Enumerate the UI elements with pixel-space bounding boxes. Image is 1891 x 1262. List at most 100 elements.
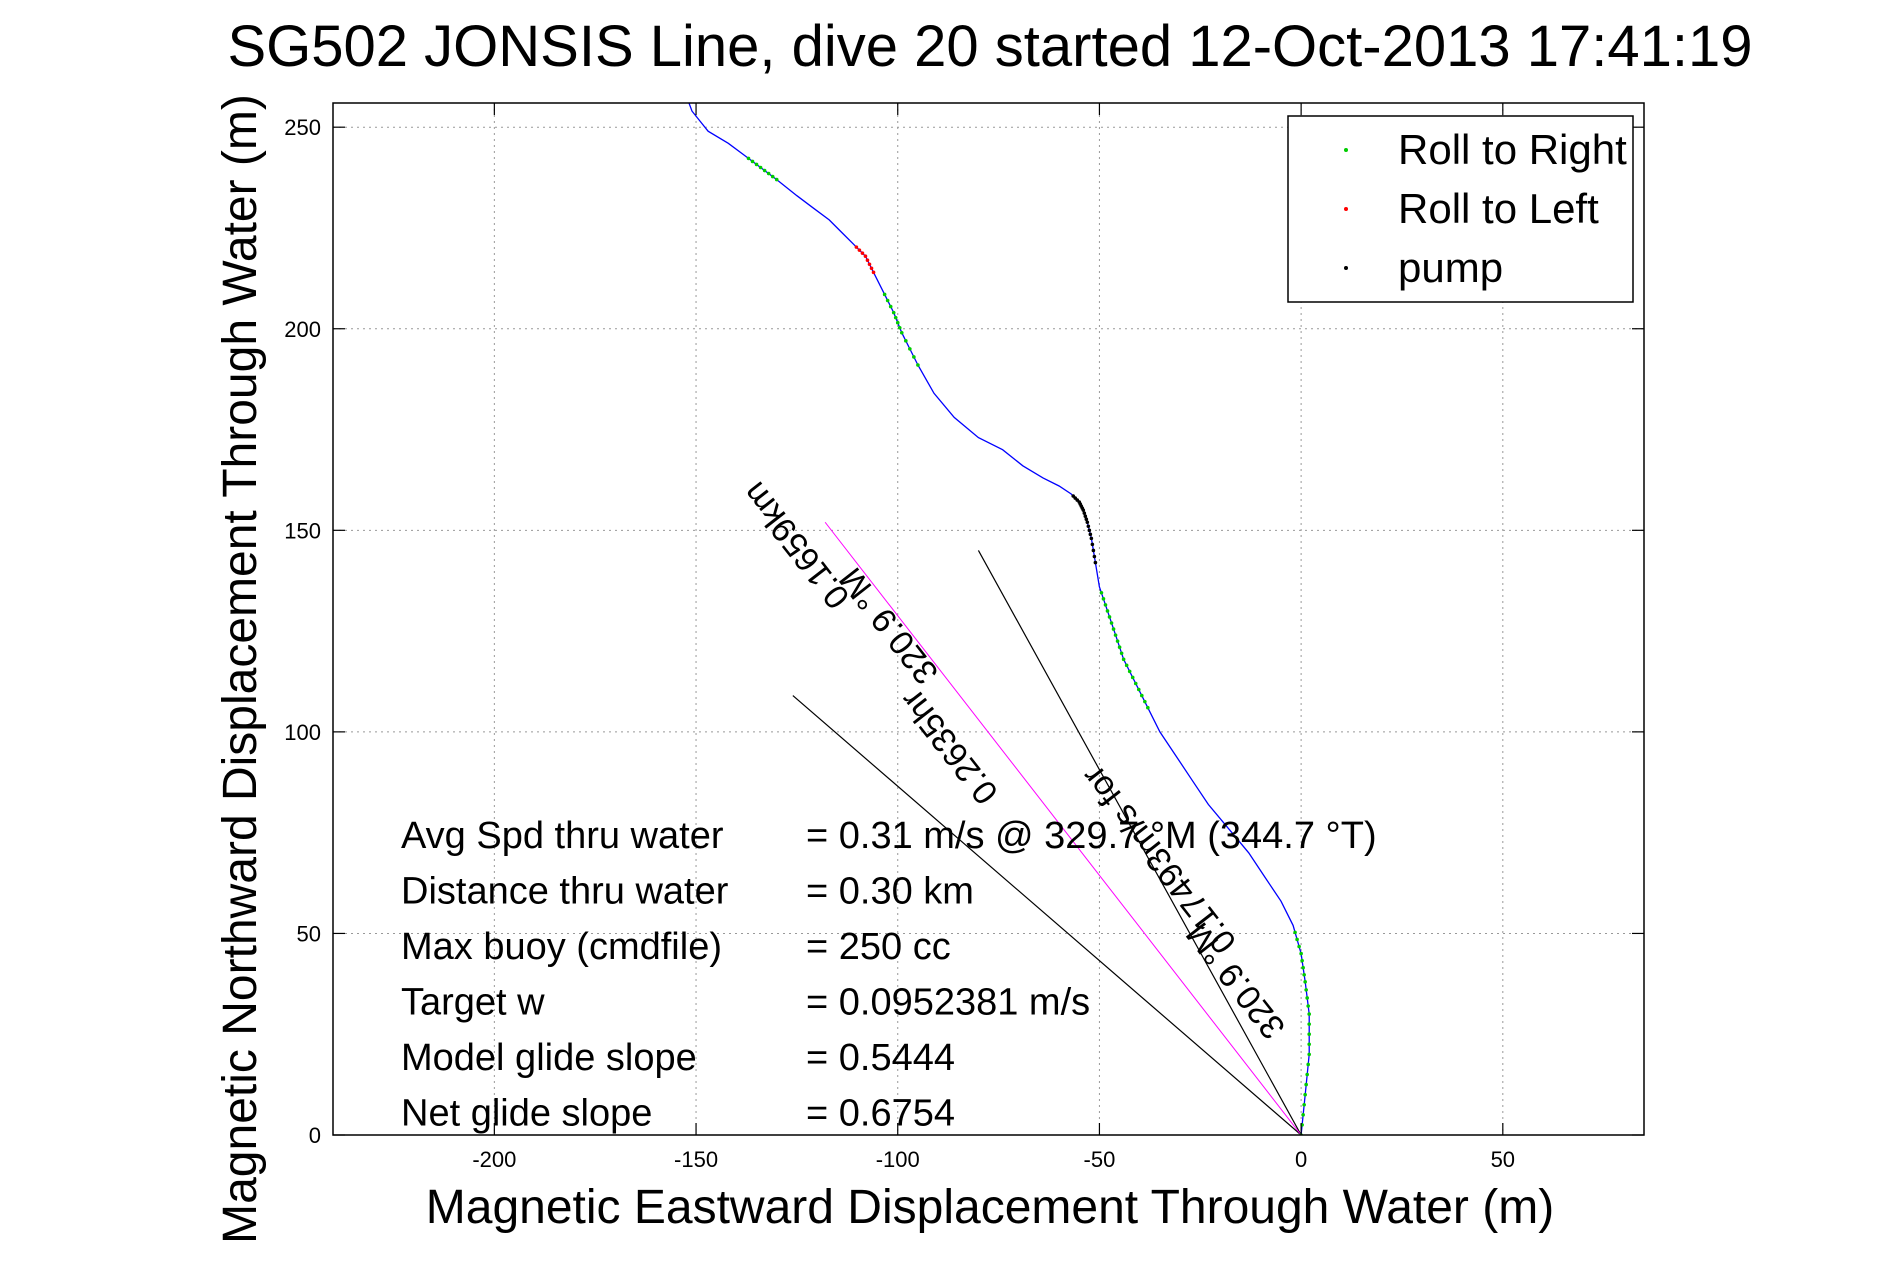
roll-right-marker xyxy=(746,156,751,161)
roll-right-marker xyxy=(1302,1102,1306,1107)
legend-marker xyxy=(1344,266,1348,270)
net-line-group xyxy=(824,521,1302,1135)
stat-label: Target w xyxy=(401,982,545,1024)
roll-right-marker xyxy=(1115,639,1120,643)
x-tick-label: 50 xyxy=(1491,1147,1515,1172)
y-tick-label: 150 xyxy=(284,518,321,543)
roll-right-marker xyxy=(1302,972,1306,977)
roll-right-marker xyxy=(888,304,893,309)
roll-right-marker xyxy=(1101,597,1106,601)
roll-right-marker xyxy=(912,355,916,359)
roll-right-marker xyxy=(1305,996,1309,1000)
pump-marker xyxy=(1083,514,1088,519)
legend-label: Roll to Right xyxy=(1398,126,1627,173)
x-tick-label: -150 xyxy=(674,1147,718,1172)
pump-marker xyxy=(1082,511,1087,515)
roll-right-marker xyxy=(754,162,759,167)
y-tick-label: 100 xyxy=(284,720,321,745)
pump-marker xyxy=(1071,494,1076,498)
stat-value: = 0.0952381 m/s xyxy=(806,982,1090,1024)
ticks-group: -200 -150 -100 -50 0 50 0 50 100 150 200 250 xyxy=(284,103,1644,1172)
roll-right-marker xyxy=(1121,657,1126,662)
roll-left-marker xyxy=(854,245,859,249)
stat-value: = 0.30 km xyxy=(806,871,974,913)
roll-right-marker xyxy=(1127,669,1132,674)
pump-marker xyxy=(1085,520,1090,525)
stat-value: = 250 cc xyxy=(806,926,951,968)
roll-left-marker xyxy=(871,270,876,275)
roll-right-marker xyxy=(774,177,779,182)
roll-right-marker xyxy=(891,310,896,315)
pump-marker xyxy=(1088,532,1093,537)
roll-right-marker xyxy=(1297,944,1301,949)
y-tick-label: 200 xyxy=(284,317,321,342)
roll-right-marker xyxy=(1111,627,1116,631)
legend-label: pump xyxy=(1398,244,1503,291)
roll-right-marker xyxy=(1107,615,1112,619)
roll-right-marker xyxy=(1099,590,1104,595)
stat-value: = 0.6754 xyxy=(806,1093,955,1135)
roll-right-marker xyxy=(1304,988,1308,992)
roll-right-marker xyxy=(758,165,763,170)
roll-left-marker xyxy=(863,254,868,258)
x-tick-label: -50 xyxy=(1084,1147,1116,1172)
pump-marker xyxy=(1086,524,1091,529)
roll-right-marker xyxy=(1146,705,1150,710)
net-displacement-line xyxy=(824,521,1302,1135)
legend-label: Roll to Left xyxy=(1398,185,1599,232)
x-axis-title: Magnetic Eastward Displacement Through W… xyxy=(426,1181,1554,1234)
roll-right-marker xyxy=(1306,1062,1310,1067)
pump-marker xyxy=(1092,554,1097,559)
stat-label: Net glide slope xyxy=(401,1093,652,1135)
roll-right-marker xyxy=(882,292,887,297)
roll-right-marker xyxy=(770,174,775,179)
stat-value: = 0.5444 xyxy=(806,1037,955,1079)
roll-right-marker xyxy=(1303,980,1307,984)
x-tick-label: -200 xyxy=(472,1147,516,1172)
roll-right-marker xyxy=(916,363,920,367)
pump-marker xyxy=(1091,548,1096,553)
roll-right-marker xyxy=(762,168,767,173)
roll-right-marker xyxy=(1303,1092,1307,1097)
y-tick-label: 250 xyxy=(284,115,321,140)
stat-label: Distance thru water xyxy=(401,871,729,913)
roll-right-marker xyxy=(895,320,900,325)
roll-right-marker xyxy=(899,330,904,335)
roll-right-marker xyxy=(1307,1032,1311,1037)
pump-marker xyxy=(1084,517,1089,522)
roll-right-marker xyxy=(1299,951,1303,956)
chart-title: SG502 JONSIS Line, dive 20 started 12-Oc… xyxy=(227,14,1752,79)
legend-marker xyxy=(1344,207,1348,211)
roll-right-marker xyxy=(897,325,902,330)
roll-right-marker xyxy=(1109,621,1114,625)
roll-right-marker xyxy=(908,347,912,351)
roll-right-marker xyxy=(1124,663,1129,668)
roll-right-marker xyxy=(1305,1072,1309,1077)
roll-right-marker xyxy=(766,171,771,176)
roll-right-marker xyxy=(1119,651,1124,656)
y-tick-label: 0 xyxy=(309,1123,321,1148)
reference-lines xyxy=(792,550,1302,1135)
pump-marker xyxy=(1087,528,1092,533)
plot-content xyxy=(688,103,1311,1135)
roll-left-marker xyxy=(860,251,865,255)
roll-right-marker xyxy=(1103,603,1108,607)
roll-right-marker xyxy=(1304,1082,1308,1087)
pump-marker xyxy=(1090,542,1095,547)
x-tick-label: 0 xyxy=(1295,1147,1307,1172)
stat-label: Max buoy (cmdfile) xyxy=(401,926,722,968)
y-axis-title: Magnetic Northward Displacement Through … xyxy=(214,94,267,1244)
roll-right-marker xyxy=(750,159,755,164)
roll-right-marker xyxy=(1307,1042,1311,1047)
roll-right-marker xyxy=(1130,675,1135,680)
roll-right-marker xyxy=(904,339,908,343)
roll-right-marker xyxy=(1307,1022,1311,1026)
pump-marker xyxy=(1093,560,1098,565)
stats-block: Avg Spd thru water = 0.31 m/s @ 329.7 °M … xyxy=(401,815,1377,1135)
roll-right-marker xyxy=(1300,958,1304,963)
stat-label: Model glide slope xyxy=(401,1037,697,1079)
roll-right-marker xyxy=(1295,937,1299,942)
roll-right-marker xyxy=(1301,965,1305,970)
roll-right-marker xyxy=(893,315,898,320)
markers-group xyxy=(746,156,1311,1135)
